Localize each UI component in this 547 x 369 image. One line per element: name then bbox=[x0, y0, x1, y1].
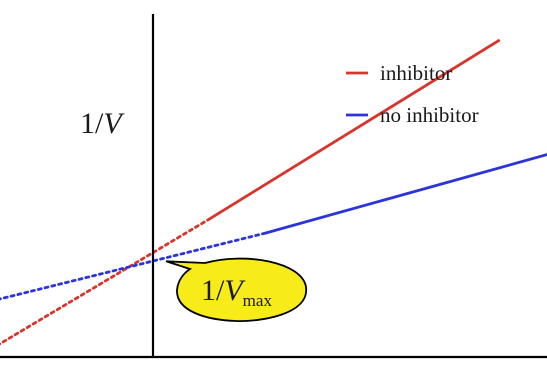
legend-label-no-inhibitor: no inhibitor bbox=[380, 103, 479, 127]
legend-item-no-inhibitor: no inhibitor bbox=[346, 103, 479, 127]
vmax-callout-label: 1/Vmax bbox=[201, 274, 272, 310]
series-inhibitor-measured bbox=[207, 38, 501, 221]
series-no-inhibitor-extrapolated bbox=[0, 231, 266, 301]
y-axis-label: 1/V bbox=[80, 107, 125, 140]
legend-label-inhibitor: inhibitor bbox=[380, 61, 452, 85]
series-no-inhibitor-measured bbox=[264, 153, 547, 235]
vmax-callout: 1/Vmax bbox=[165, 257, 307, 322]
series-inhibitor-extrapolated bbox=[0, 218, 211, 346]
vmax-callout-bubble bbox=[165, 257, 307, 322]
legend: inhibitor no inhibitor bbox=[346, 61, 479, 127]
legend-item-inhibitor: inhibitor bbox=[346, 61, 452, 85]
series-layer bbox=[0, 38, 547, 346]
